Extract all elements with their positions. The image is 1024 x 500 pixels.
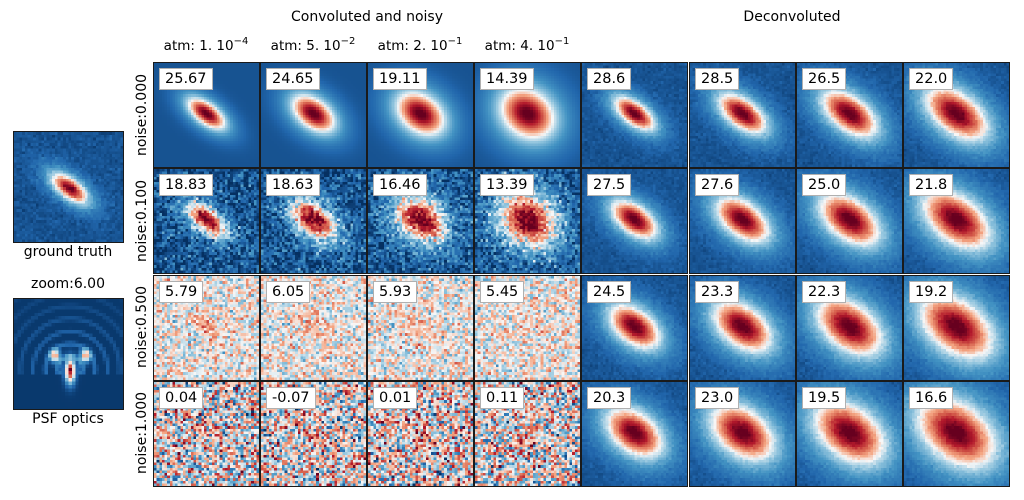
deconvoluted-panel: 28.6 <box>581 62 688 168</box>
deconvoluted-panel: 28.5 <box>689 62 796 168</box>
convoluted-panel: -0.07 <box>260 381 367 487</box>
score-label: 27.6 <box>695 174 740 196</box>
deconvoluted-panel: 19.2 <box>903 275 1010 381</box>
deconvoluted-panel: 24.5 <box>581 275 688 381</box>
deconvoluted-panel: 25.0 <box>796 168 903 274</box>
column-label-atm-1: atm: 1. 10−4 <box>163 36 249 55</box>
score-label: 25.0 <box>802 174 847 196</box>
score-label: 20.3 <box>587 387 632 409</box>
deconvoluted-panel: 19.5 <box>796 381 903 487</box>
score-label: 25.67 <box>159 68 213 90</box>
convoluted-panel: 25.67 <box>153 62 260 168</box>
score-label: 24.65 <box>266 68 320 90</box>
deconvoluted-panel: 22.0 <box>903 62 1010 168</box>
psf-zoom-label: zoom:6.00 <box>30 276 106 292</box>
score-label: -0.07 <box>266 387 316 409</box>
deconvoluted-panel: 16.6 <box>903 381 1010 487</box>
score-label: 28.5 <box>695 68 740 90</box>
deconvoluted-panel: 23.3 <box>689 275 796 381</box>
score-label: 5.93 <box>373 281 418 303</box>
score-label: 21.8 <box>909 174 954 196</box>
deconvoluted-panel: 22.3 <box>796 275 903 381</box>
convoluted-panel: 5.93 <box>367 275 474 381</box>
score-label: 14.39 <box>480 68 534 90</box>
convoluted-panel: 5.79 <box>153 275 260 381</box>
ground-truth-canvas <box>14 132 123 242</box>
column-label-atm-2: atm: 5. 10−2 <box>270 36 356 55</box>
score-label: 22.0 <box>909 68 954 90</box>
score-label: 19.11 <box>373 68 427 90</box>
ground-truth-image <box>13 131 124 243</box>
score-label: 18.63 <box>266 174 320 196</box>
score-label: 27.5 <box>587 174 632 196</box>
score-label: 23.3 <box>695 281 740 303</box>
psf-optics-label: PSF optics <box>32 411 104 427</box>
convoluted-panel: 13.39 <box>474 168 581 274</box>
score-label: 5.79 <box>159 281 204 303</box>
score-label: 19.5 <box>802 387 847 409</box>
deconvoluted-panel: 21.8 <box>903 168 1010 274</box>
score-label: 0.01 <box>373 387 418 409</box>
deconvoluted-panel: 26.5 <box>796 62 903 168</box>
psf-canvas <box>14 299 123 409</box>
deconvoluted-panel: 23.0 <box>689 381 796 487</box>
deconvoluted-panel: 20.3 <box>581 381 688 487</box>
convoluted-panel: 0.01 <box>367 381 474 487</box>
score-label: 0.11 <box>480 387 525 409</box>
row-label-noise-2: noise:0.500 <box>134 285 150 369</box>
score-label: 23.0 <box>695 387 740 409</box>
psf-optics-image <box>13 298 124 410</box>
row-label-noise-3: noise:1.000 <box>134 391 150 475</box>
column-label-atm-3: atm: 2. 10−1 <box>377 36 463 55</box>
score-label: 13.39 <box>480 174 534 196</box>
convoluted-panel: 16.46 <box>367 168 474 274</box>
convoluted-panel: 6.05 <box>260 275 367 381</box>
convoluted-panel: 24.65 <box>260 62 367 168</box>
row-label-noise-1: noise:0.100 <box>134 179 150 263</box>
column-label-atm-4: atm: 4. 10−1 <box>484 36 570 55</box>
title-convoluted-noisy: Convoluted and noisy <box>291 9 443 25</box>
score-label: 6.05 <box>266 281 311 303</box>
convoluted-panel: 19.11 <box>367 62 474 168</box>
score-label: 0.04 <box>159 387 204 409</box>
convoluted-panel: 18.83 <box>153 168 260 274</box>
convoluted-panel: 5.45 <box>474 275 581 381</box>
convoluted-panel: 0.11 <box>474 381 581 487</box>
score-label: 19.2 <box>909 281 954 303</box>
score-label: 24.5 <box>587 281 632 303</box>
convoluted-panel: 0.04 <box>153 381 260 487</box>
deconvoluted-panel: 27.5 <box>581 168 688 274</box>
convoluted-panel: 14.39 <box>474 62 581 168</box>
deconvoluted-panel: 27.6 <box>689 168 796 274</box>
score-label: 22.3 <box>802 281 847 303</box>
score-label: 18.83 <box>159 174 213 196</box>
ground-truth-label: ground truth <box>23 244 113 260</box>
title-deconvoluted: Deconvoluted <box>743 9 841 25</box>
score-label: 16.46 <box>373 174 427 196</box>
row-label-noise-0: noise:0.000 <box>134 73 150 157</box>
score-label: 5.45 <box>480 281 525 303</box>
convoluted-panel: 18.63 <box>260 168 367 274</box>
score-label: 16.6 <box>909 387 954 409</box>
score-label: 26.5 <box>802 68 847 90</box>
score-label: 28.6 <box>587 68 632 90</box>
